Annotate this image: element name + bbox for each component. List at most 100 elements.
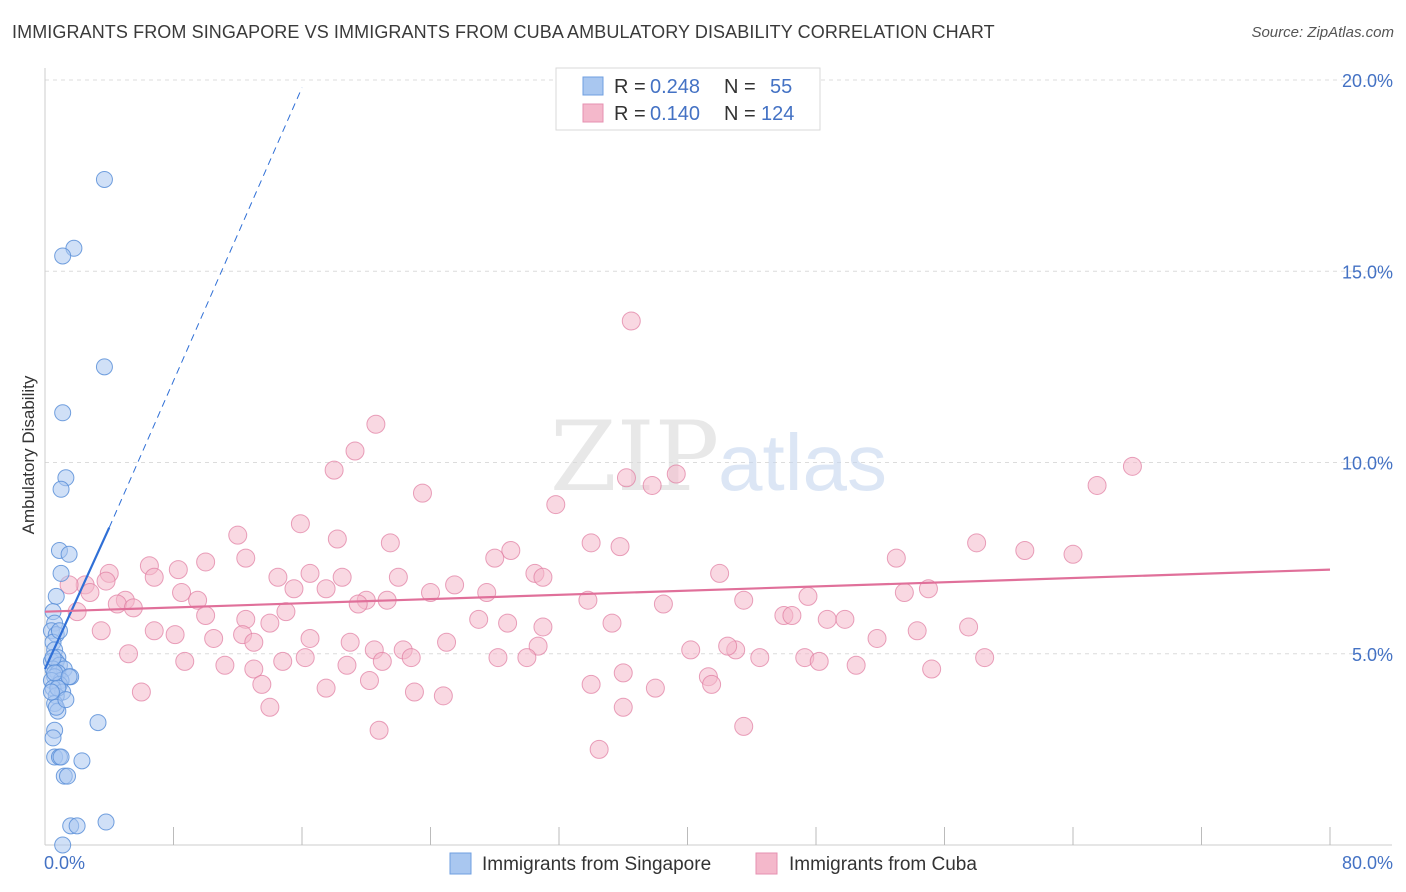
legend-n-label-singapore: N = [724,76,756,98]
legend-r-label-cuba: R = [614,103,646,125]
cuba-point [388,567,408,587]
cuba-point [332,567,352,587]
cuba-point [119,644,139,664]
cuba-point [835,609,855,629]
y-axis-label: Ambulatory Disability [19,375,38,534]
singapore-point [52,480,70,498]
cuba-point [1087,475,1107,495]
legend-bottom-label-singapore: Immigrants from Singapore [482,854,711,875]
cuba-point [653,594,673,614]
chart-title: IMMIGRANTS FROM SINGAPORE VS IMMIGRANTS … [12,22,995,42]
cuba-point [168,560,188,580]
singapore-point [95,358,113,376]
legend-r-singapore: 0.248 [650,76,700,98]
cuba-point [642,475,662,495]
cuba-point [144,567,164,587]
cuba-point [734,590,754,610]
x-tick-label-min: 0.0% [44,853,85,873]
cuba-point [498,613,518,633]
tick-labels: 5.0% 10.0% 15.0% 20.0% 0.0% 80.0% [44,71,1393,873]
legend-swatch-singapore [582,76,604,96]
axes [44,68,1392,846]
cuba-point [1015,540,1035,560]
cuba-point [172,583,192,603]
singapore-point [57,691,75,709]
cuba-point [621,311,641,331]
cuba-point [501,540,521,560]
cuba-points [59,311,1142,759]
singapore-point [73,752,91,770]
legend-swatch-cuba [582,103,604,123]
cuba-point [959,617,979,637]
legend-n-cuba: 124 [761,103,794,125]
cuba-point [340,632,360,652]
cuba-point [681,640,701,660]
cuba-point [546,495,566,515]
cuba-point [175,651,195,671]
cuba-point [372,651,392,671]
cuba-point [613,697,633,717]
cuba-point [602,613,622,633]
singapore-point [47,587,65,605]
cuba-point [718,636,738,656]
cuba-point [348,594,368,614]
watermark: ZIP atlas [550,401,887,513]
cuba-point [236,548,256,568]
cuba-point [581,674,601,694]
cuba-point [578,590,598,610]
singapore-point [54,247,72,265]
cuba-point [276,602,296,622]
watermark-atlas: atlas [718,418,887,507]
singapore-point [44,729,62,747]
cuba-point [710,563,730,583]
cuba-point [80,583,100,603]
singapore-point [46,664,64,682]
singapore-point [68,817,86,835]
cuba-point [91,621,111,641]
watermark-zip: ZIP [550,401,719,513]
cuba-point [316,678,336,698]
cuba-point [327,529,347,549]
cuba-point [196,552,216,572]
cuba-point [300,563,320,583]
singapore-point [52,564,70,582]
singapore-point [52,748,70,766]
cuba-point [131,682,151,702]
cuba-point [1122,456,1142,476]
cuba-point [337,655,357,675]
cuba-point [666,464,686,484]
cuba-point [488,648,508,668]
cuba-point [204,628,224,648]
cuba-point [244,659,264,679]
cuba-point [894,583,914,603]
singapore-point [42,683,60,701]
legend-series: Immigrants from Singapore Immigrants fro… [449,852,977,875]
cuba-point [922,659,942,679]
legend-bottom-swatch-cuba [755,852,778,875]
cuba-point [236,609,256,629]
cuba-point [284,579,304,599]
singapore-points [42,170,115,854]
cuba-point [846,655,866,675]
cuba-point [345,441,365,461]
y-tick-label: 10.0% [1342,454,1393,474]
cuba-point [581,533,601,553]
cuba-point [260,697,280,717]
cuba-point [380,533,400,553]
legend-bottom-swatch-singapore [449,852,472,875]
cuba-point [610,537,630,557]
cuba-point [324,460,344,480]
cuba-point [96,571,116,591]
singapore-point [54,404,72,422]
legend-bottom-label-cuba: Immigrants from Cuba [789,854,977,875]
cuba-point [867,628,887,648]
legend-r-cuba: 0.140 [650,103,700,125]
cuba-point [477,583,497,603]
cuba-point [734,716,754,736]
cuba-point [907,621,927,641]
cuba-point [196,606,216,625]
cuba-point [702,674,722,694]
singapore-trend-dashed [108,87,303,528]
cuba-point [1063,544,1083,564]
